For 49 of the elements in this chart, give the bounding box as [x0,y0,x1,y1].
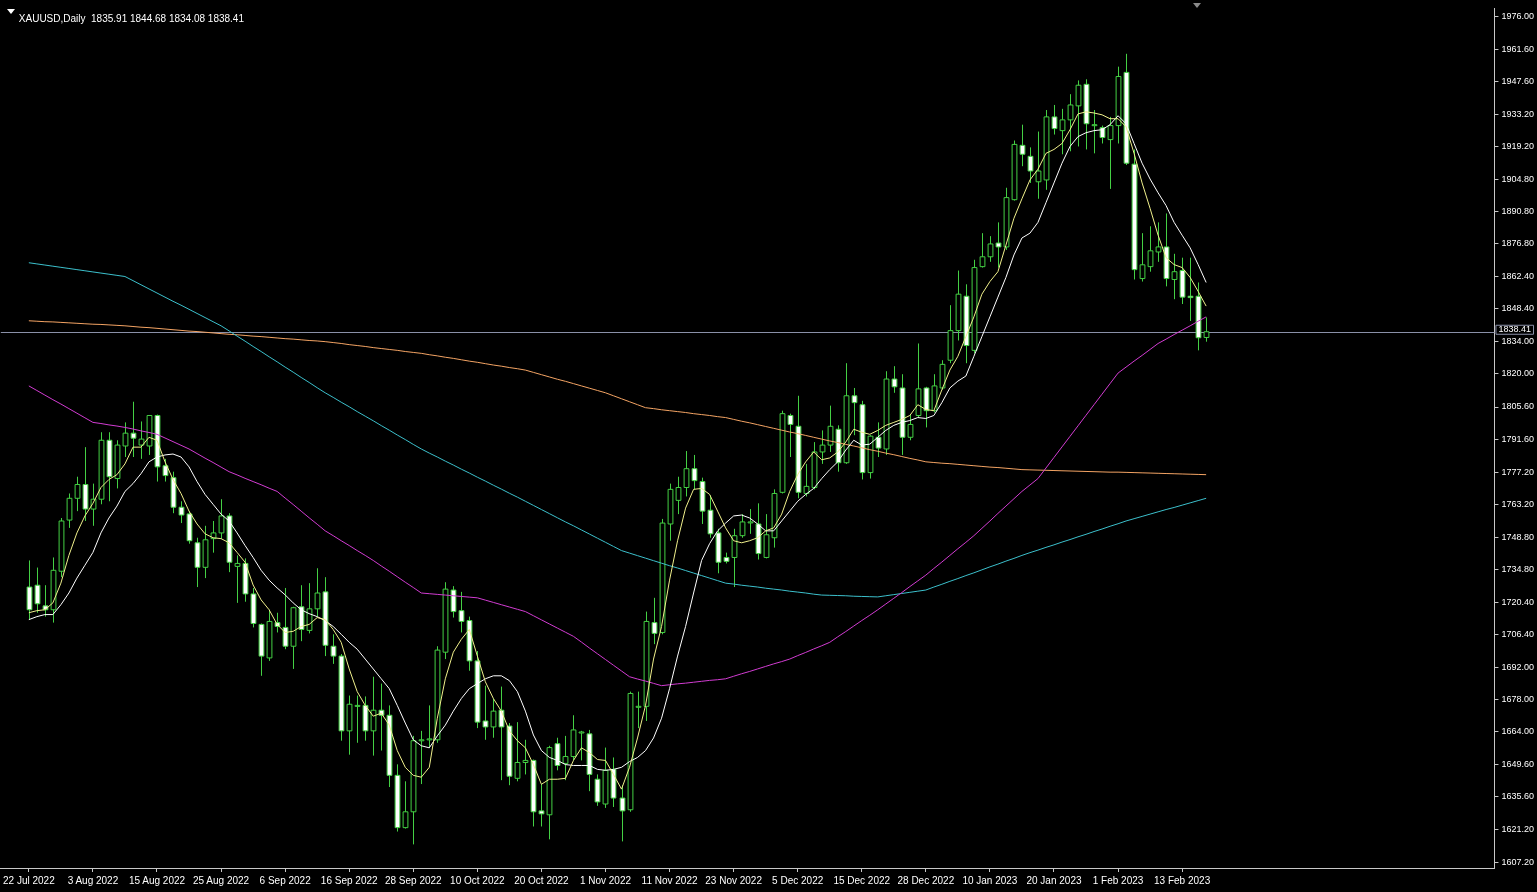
y-tick-label: 1947.60 [1501,75,1535,86]
y-tick-label: 1777.20 [1501,466,1535,477]
x-tick-label: 20 Jan 2023 [1026,874,1082,886]
x-tick-label: 10 Jan 2023 [962,874,1018,886]
y-tick-label: 1904.80 [1501,173,1535,184]
y-tick-label: 1976.00 [1501,10,1535,21]
y-tick-label: 1862.40 [1501,271,1535,282]
y-tick-label: 1834.00 [1501,336,1535,347]
y-tick-label: 1919.20 [1501,140,1535,151]
x-tick-label: 1 Nov 2022 [579,874,632,886]
y-tick-label: 1607.20 [1501,856,1535,867]
y-tick-label: 1848.40 [1501,303,1535,314]
x-tick-label: 23 Nov 2022 [705,874,763,886]
y-tick-label: 1933.20 [1501,108,1535,119]
y-tick-label: 1664.00 [1501,726,1535,737]
y-tick-label: 1635.60 [1501,791,1535,802]
x-tick-label: 11 Nov 2022 [641,874,698,886]
x-tick-label: 25 Aug 2022 [192,874,250,886]
x-tick-label: 22 Jul 2022 [3,874,56,886]
y-tick-label: 1706.40 [1501,629,1535,640]
x-tick-label: 15 Aug 2022 [128,874,186,886]
y-tick-label: 1805.60 [1501,401,1535,412]
y-tick-label: 1734.80 [1501,563,1535,574]
candlestick [1091,109,1098,154]
ref-line-label: 1838.41 [1498,324,1532,335]
x-tick-label: 10 Oct 2022 [450,874,506,886]
y-tick-label: 1890.80 [1501,206,1535,217]
y-tick-label: 1621.20 [1501,824,1535,835]
y-tick-label: 1748.80 [1501,531,1535,542]
x-tick-label: 28 Sep 2022 [384,874,443,886]
y-tick-label: 1961.60 [1501,43,1535,54]
y-tick-label: 1791.60 [1501,433,1535,444]
y-tick-label: 1763.20 [1501,498,1535,509]
y-tick-label: 1692.00 [1501,662,1535,673]
y-tick-label: 1678.00 [1501,694,1535,705]
text: XAUUSD,Daily 1835.91 1844.68 1834.08 1838.41 [18,13,245,25]
y-tick-label: 1649.60 [1501,759,1535,770]
x-tick-label: 1 Feb 2023 [1092,874,1144,886]
y-tick-label: 1876.80 [1501,238,1535,249]
x-tick-label: 6 Sep 2022 [259,874,312,886]
x-tick-label: 20 Oct 2022 [514,874,570,886]
x-tick-label: 16 Sep 2022 [320,874,378,886]
x-tick-label: 3 Aug 2022 [67,874,119,886]
x-tick-label: 15 Dec 2022 [833,874,891,886]
x-tick-label: 5 Dec 2022 [772,874,824,886]
y-tick-label: 1820.00 [1501,368,1535,379]
y-tick-label: 1720.40 [1501,596,1535,607]
x-tick-label: 28 Dec 2022 [897,874,955,886]
x-tick-label: 13 Feb 2023 [1154,874,1211,886]
